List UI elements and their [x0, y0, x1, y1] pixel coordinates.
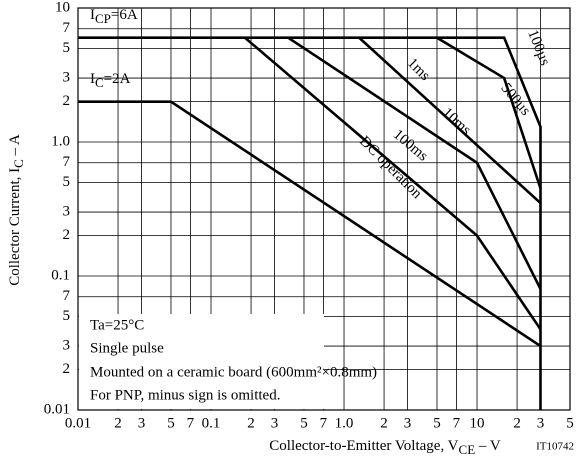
y-tick-label: 5 — [63, 174, 71, 190]
y-tick-label: 5 — [63, 40, 71, 56]
note: For PNP, minus sign is omitted. — [90, 387, 280, 403]
note: Single pulse — [90, 340, 164, 356]
notes-box — [79, 314, 324, 409]
x-tick-label: 3 — [138, 415, 146, 431]
annotation: IC=2A — [90, 71, 131, 90]
note: Mounted on a ceramic board (600mm²×0.8mm… — [90, 364, 377, 380]
x-tick-label: 5 — [167, 415, 175, 431]
x-tick-label: 0.1 — [202, 415, 221, 431]
y-tick-label: 2 — [63, 361, 71, 377]
x-tick-label: 3 — [404, 415, 412, 431]
y-tick-label: 2 — [63, 227, 71, 243]
x-tick-label: 3 — [271, 415, 279, 431]
series-line — [436, 36, 542, 189]
x-axis-label: Collector-to-Emitter Voltage, VCE – V — [269, 438, 501, 457]
y-tick-label: 3 — [63, 70, 71, 86]
series-line — [287, 36, 542, 290]
annotation: ICP=6A — [90, 7, 138, 26]
x-tick-label: 1.0 — [335, 415, 354, 431]
x-tick-label: 0.01 — [65, 415, 91, 431]
figure-id: IT10742 — [536, 441, 574, 453]
y-tick-label: 1.0 — [51, 133, 70, 149]
y-tick-label: 0.1 — [51, 267, 70, 283]
x-tick-label: 2 — [380, 415, 388, 431]
x-tick-label: 7 — [453, 415, 461, 431]
x-tick-label: 2 — [114, 415, 122, 431]
plot-frame — [77, 7, 571, 411]
y-tick-label: 5 — [63, 308, 71, 324]
x-tick-label: 7 — [320, 415, 328, 431]
x-tick-label: 5 — [433, 415, 441, 431]
y-tick-label: 7 — [63, 288, 71, 304]
note: Ta=25°C — [90, 317, 144, 333]
series-line — [78, 100, 542, 348]
y-tick-label: 3 — [63, 338, 71, 354]
x-tick-label: 2 — [513, 415, 521, 431]
series-line — [78, 36, 542, 410]
x-tick-label: 5 — [300, 415, 308, 431]
x-tick-label: 2 — [247, 415, 255, 431]
y-tick-label: 2 — [63, 93, 71, 109]
x-tick-label: 3 — [537, 415, 545, 431]
x-tick-label: 7 — [187, 415, 195, 431]
y-tick-label: 0.01 — [44, 401, 70, 417]
series-line — [244, 36, 542, 331]
series-line — [358, 36, 542, 205]
y-tick-label: 10 — [55, 0, 70, 15]
y-axis-label: Collector Current, IC – A — [7, 134, 26, 286]
y-tick-label: 7 — [63, 154, 71, 170]
y-tick-label: 3 — [63, 204, 71, 220]
y-tick-label: 7 — [63, 20, 71, 36]
x-tick-label: 10 — [470, 415, 485, 431]
x-tick-label: 5 — [566, 415, 574, 431]
